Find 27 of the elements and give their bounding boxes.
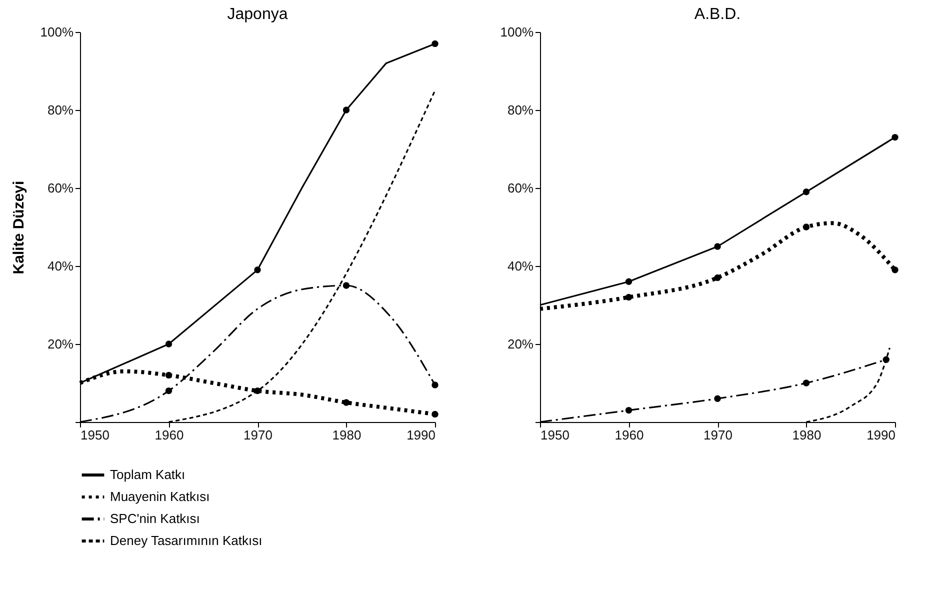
legend-label: SPC'nin Katkısı (110, 511, 200, 526)
legend-label: Deney Tasarımının Katkısı (110, 533, 262, 548)
y-tick-label: 40% (507, 258, 534, 274)
y-tick-label: 60% (47, 180, 74, 196)
x-tick-label: 1960 (614, 428, 644, 442)
y-axis-title: Kalite Düzeyi (10, 180, 28, 274)
x-tick-label: 1970 (244, 428, 272, 442)
x-tick-label: 1990 (406, 428, 436, 442)
legend-label: Toplam Katkı (110, 467, 186, 482)
x-tick-label: 1980 (792, 428, 822, 442)
y-tick-label: 80% (47, 102, 74, 118)
y-tick-label: 40% (47, 258, 74, 274)
x-tick-label: 1990 (866, 428, 896, 442)
chart-title: Japonya (227, 6, 288, 23)
x-tick-label: 1960 (154, 428, 184, 442)
legend-label: Muayenin Katkısı (110, 489, 210, 504)
x-tick-label: 1980 (332, 428, 362, 442)
y-tick-label: 60% (507, 180, 534, 196)
x-tick-label: 1970 (704, 428, 732, 442)
x-tick-label: 1950 (540, 428, 570, 442)
y-tick-label: 20% (507, 336, 534, 352)
y-tick-label: 80% (507, 102, 534, 118)
y-tick-label: 20% (47, 336, 74, 352)
chart-title: A.B.D. (694, 6, 741, 23)
x-tick-label: 1950 (80, 428, 110, 442)
y-tick-label: 100% (500, 24, 534, 40)
y-tick-label: 100% (40, 24, 74, 40)
